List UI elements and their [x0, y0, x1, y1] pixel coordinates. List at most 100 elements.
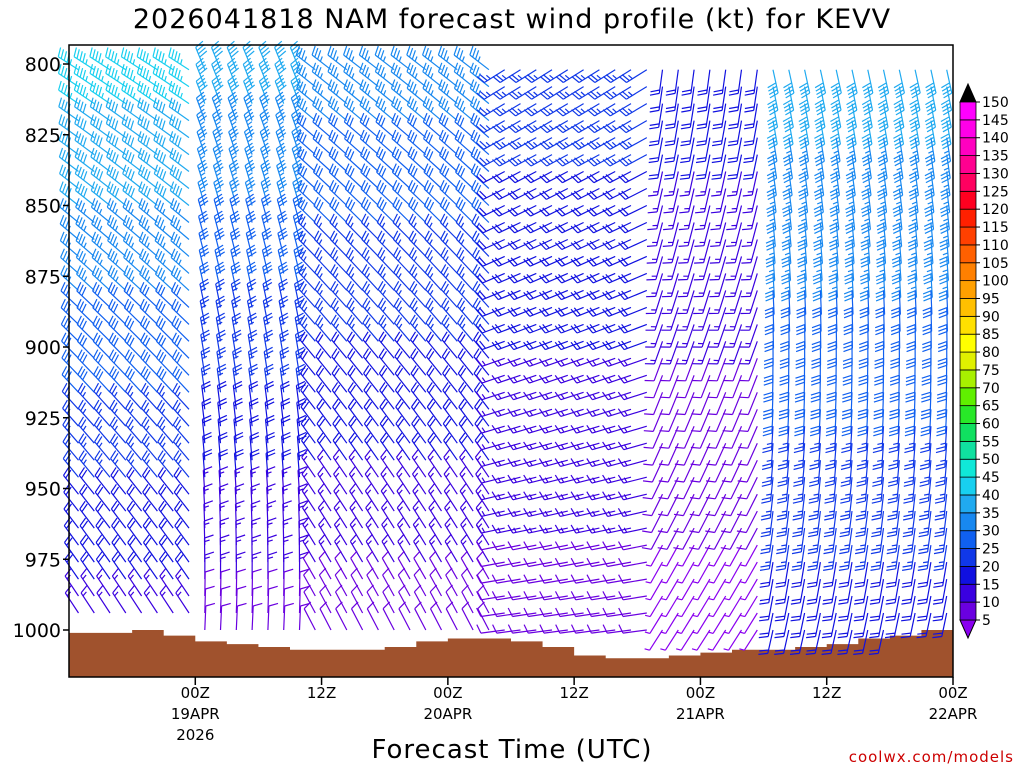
wind-barb [837, 612, 853, 639]
wind-barb [922, 273, 933, 302]
wind-barb [199, 278, 210, 308]
wind-barb [877, 103, 889, 133]
wind-barb [709, 256, 727, 281]
wind-barb [538, 408, 568, 417]
wind-barb [680, 103, 695, 130]
colorbar-swatch [959, 494, 977, 514]
wind-barb [908, 171, 919, 201]
wind-barb [92, 282, 111, 308]
wind-barb [875, 273, 886, 302]
wind-barb [198, 244, 210, 274]
wind-barb [843, 290, 854, 319]
wind-barb [78, 467, 95, 495]
wind-barb [299, 331, 316, 359]
wind-barb [777, 443, 790, 471]
wind-barb [442, 365, 458, 393]
wind-barb [454, 96, 474, 122]
wind-barb [457, 331, 474, 359]
wind-barb [675, 375, 695, 399]
wind-barb [74, 164, 95, 189]
wind-barb [91, 248, 111, 274]
wind-barb [507, 441, 537, 451]
wind-barb [424, 230, 442, 257]
colorbar-label: 35 [982, 506, 1000, 522]
wind-barb [247, 312, 258, 342]
wind-barb [676, 595, 695, 618]
wind-barb [442, 415, 458, 444]
wind-barb [739, 358, 758, 382]
wind-barb [839, 528, 853, 555]
colorbar-swatch [959, 476, 977, 496]
wind-barb [137, 80, 158, 105]
wind-barb [554, 441, 584, 451]
wind-barb [900, 612, 916, 639]
wind-barb [170, 265, 190, 291]
wind-barb [126, 500, 143, 529]
wind-barb [940, 137, 952, 167]
wind-barb [887, 477, 900, 504]
wind-barb [259, 125, 271, 155]
wind-barb [893, 154, 904, 184]
wind-barb [570, 507, 600, 517]
wind-barb [298, 281, 316, 308]
wind-barb [677, 561, 695, 584]
wind-barb [645, 307, 664, 331]
wind-barb [712, 69, 727, 96]
wind-barb [781, 205, 792, 234]
wind-barb [586, 607, 616, 618]
wind-barb [695, 171, 711, 197]
colorbar-label: 115 [982, 220, 1009, 236]
wind-barb [279, 363, 290, 393]
wind-barb [707, 358, 727, 382]
wind-barb [95, 517, 111, 546]
wind-barb [869, 612, 885, 639]
wind-barb [170, 248, 190, 274]
wind-barb [492, 86, 521, 100]
wind-barb [691, 375, 711, 399]
wind-barb [691, 409, 711, 432]
wind-barb [523, 408, 553, 417]
wind-barb [80, 585, 95, 614]
wind-barb [618, 557, 647, 568]
wind-barb [77, 349, 95, 376]
wind-barb [441, 348, 458, 376]
wind-barb [260, 176, 272, 206]
wind-barb [159, 568, 174, 597]
wind-barb [330, 264, 348, 291]
wind-barb [109, 399, 127, 427]
colorbar-swatch [959, 351, 977, 371]
wind-barb [427, 466, 443, 495]
wind-barb [507, 424, 537, 434]
wind-barb [138, 231, 158, 257]
wind-barb [762, 392, 774, 420]
wind-barb [845, 188, 856, 217]
wind-barb [554, 424, 584, 434]
wind-barb [890, 290, 901, 319]
wind-barb [744, 86, 758, 113]
wind-barb [111, 551, 127, 580]
wind-barb [618, 221, 648, 234]
wind-barb [811, 358, 821, 386]
wind-barb [692, 307, 711, 331]
wind-barb [586, 120, 616, 134]
wind-barb [602, 458, 632, 467]
wind-barb [885, 578, 900, 605]
wind-barb [845, 171, 856, 201]
wind-barb [823, 528, 837, 555]
wind-barb [79, 534, 95, 563]
wind-barb [571, 120, 600, 134]
wind-barb [227, 108, 239, 138]
wind-barb [723, 358, 743, 382]
wind-barb [313, 230, 332, 257]
wind-barb [476, 69, 506, 84]
wind-barbs-layer [57, 40, 953, 655]
wind-barb [618, 238, 648, 251]
wind-barb [168, 80, 190, 105]
wind-barb [854, 562, 869, 588]
wind-barb [681, 69, 695, 96]
wind-barb [379, 382, 395, 410]
wind-barb [649, 103, 664, 130]
wind-barb [793, 426, 806, 454]
wind-barb [858, 358, 869, 386]
wind-barb [523, 624, 553, 634]
